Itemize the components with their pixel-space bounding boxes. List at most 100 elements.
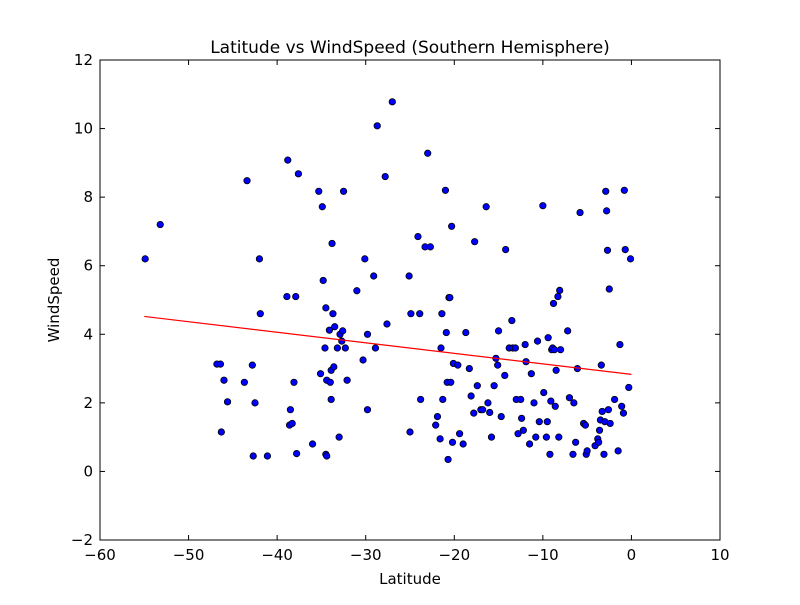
data-point: [319, 276, 327, 285]
data-point: [494, 327, 503, 335]
data-point: [326, 378, 334, 386]
data-point: [556, 286, 564, 294]
data-point: [569, 450, 577, 458]
data-point: [470, 409, 478, 417]
data-point: [576, 208, 584, 217]
data-point: [217, 428, 225, 436]
data-point: [335, 433, 343, 441]
data-point: [339, 327, 347, 335]
data-point: [572, 438, 580, 446]
data-point: [521, 340, 529, 349]
data-point: [426, 243, 434, 251]
data-point: [583, 447, 591, 455]
data-point: [407, 310, 415, 318]
x-tick-label: 10: [710, 546, 729, 564]
data-point: [525, 440, 534, 448]
data-point: [448, 438, 457, 446]
data-point: [517, 395, 525, 404]
x-axis-label: Latitude: [379, 570, 441, 588]
data-point: [330, 363, 338, 371]
data-point: [316, 370, 325, 378]
data-point: [444, 455, 452, 464]
x-tick-label: −50: [173, 546, 205, 564]
data-point: [610, 395, 619, 404]
data-point: [605, 285, 613, 293]
data-point: [436, 435, 444, 443]
data-point: [353, 287, 361, 295]
data-point: [570, 399, 578, 407]
data-point: [454, 361, 462, 369]
data-point: [542, 433, 551, 441]
data-point: [473, 382, 481, 390]
data-point: [479, 406, 487, 414]
data-points: [141, 98, 635, 464]
data-point: [286, 406, 295, 414]
data-point: [223, 398, 232, 406]
data-point: [329, 310, 337, 318]
data-point: [625, 383, 633, 392]
data-point: [363, 406, 372, 414]
x-tick-label: −60: [84, 546, 116, 564]
data-point: [497, 412, 505, 421]
data-point: [546, 450, 554, 458]
y-tick-label: 2: [83, 394, 93, 412]
data-point: [552, 366, 560, 374]
chart-title: Latitude vs WindSpeed (Southern Hemisphe…: [210, 38, 610, 58]
data-point: [249, 452, 257, 460]
data-point: [618, 402, 626, 410]
data-point: [432, 421, 440, 429]
x-tick-label: −20: [438, 546, 470, 564]
data-point: [565, 394, 574, 402]
data-point: [433, 412, 442, 421]
data-point: [550, 346, 558, 354]
data-point: [467, 392, 475, 400]
data-point: [361, 255, 369, 263]
data-point: [325, 326, 333, 334]
data-point: [465, 364, 473, 373]
data-point: [315, 187, 323, 195]
data-point: [284, 156, 292, 164]
data-point: [331, 323, 339, 331]
data-point: [619, 409, 628, 417]
data-point: [603, 207, 611, 215]
data-point: [220, 376, 228, 384]
data-point: [442, 328, 450, 337]
data-point: [292, 292, 300, 301]
data-point: [328, 239, 336, 248]
data-point: [240, 378, 248, 386]
data-point: [603, 246, 612, 254]
data-point: [417, 395, 425, 404]
data-point: [540, 388, 548, 397]
data-point: [564, 327, 572, 335]
data-point: [547, 397, 555, 405]
data-point: [620, 186, 628, 194]
data-point: [517, 414, 526, 422]
data-point: [606, 419, 614, 428]
data-point: [533, 337, 542, 345]
data-point: [327, 395, 335, 404]
data-point: [511, 344, 520, 352]
plot-area: [99, 59, 721, 541]
data-point: [484, 399, 492, 407]
x-tick-label: 0: [627, 546, 637, 564]
data-point: [318, 203, 326, 211]
data-point: [243, 177, 251, 185]
data-point: [371, 344, 380, 352]
data-point: [263, 452, 271, 460]
data-point: [406, 428, 414, 436]
data-point: [532, 433, 540, 441]
data-point: [438, 310, 446, 318]
data-point: [381, 172, 389, 181]
data-point: [544, 334, 552, 342]
data-point: [414, 232, 422, 241]
data-point: [555, 433, 563, 441]
data-point: [437, 344, 445, 352]
data-point: [290, 378, 298, 386]
data-point: [255, 255, 264, 263]
data-point: [283, 292, 291, 301]
x-tick-label: −30: [350, 546, 382, 564]
y-axis-label: WindSpeed: [45, 258, 63, 343]
data-point: [482, 203, 490, 211]
data-point: [502, 246, 510, 254]
